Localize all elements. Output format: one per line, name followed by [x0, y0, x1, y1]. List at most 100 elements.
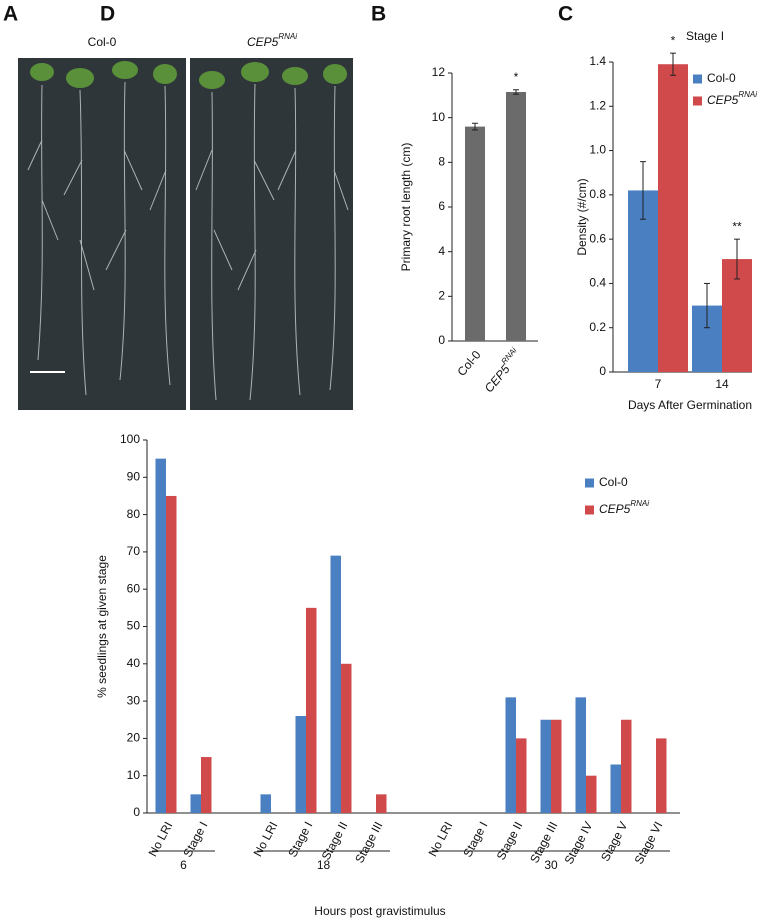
y-axis-label: % seedlings at given stage — [95, 555, 109, 698]
bar — [656, 738, 667, 813]
bar — [155, 458, 166, 813]
y-tick-label: 12 — [432, 65, 446, 79]
y-tick-label: 6 — [438, 199, 445, 213]
x-tick-label: Stage III — [352, 819, 385, 865]
y-tick-label: 80 — [127, 507, 141, 521]
y-tick-label: 0.2 — [589, 320, 606, 334]
group-label: 18 — [317, 858, 331, 872]
bar — [540, 719, 551, 813]
x-axis-label: Hours post gravistimulus — [314, 904, 445, 918]
bar — [586, 775, 597, 813]
y-tick-label: 0 — [133, 805, 140, 819]
legend-label-base: CEP5 — [707, 93, 739, 107]
significance: * — [671, 33, 676, 47]
bar — [166, 495, 177, 813]
x-tick-label: 7 — [655, 377, 662, 391]
x-tick-label: Stage VI — [631, 819, 665, 866]
bar — [506, 91, 526, 341]
y-tick-label: 2 — [438, 289, 445, 303]
bar — [505, 697, 516, 813]
x-tick-label: Col-0 — [455, 348, 484, 379]
x-tick-label: Stage II — [494, 819, 526, 862]
legend-swatch — [585, 505, 594, 515]
y-tick-label: 0.8 — [589, 187, 606, 201]
x-tick-label: Stage V — [598, 819, 630, 863]
error-bar — [670, 52, 676, 76]
y-tick-label: 0.4 — [589, 276, 606, 290]
x-tick-label: 14 — [715, 377, 729, 391]
error-bar — [640, 161, 646, 220]
group-label: 30 — [544, 858, 558, 872]
leaves — [30, 61, 347, 89]
bar — [658, 64, 688, 372]
x-tick-label: Stage II — [319, 819, 351, 862]
bar — [306, 607, 317, 813]
x-tick-label-superscript: RNAi — [500, 346, 519, 366]
y-tick-label: 0 — [438, 333, 445, 347]
legend-label: Col-0 — [599, 475, 628, 489]
chart-title: Stage I — [686, 29, 724, 43]
x-tick-label: Stage I — [180, 819, 210, 859]
bar — [628, 190, 658, 372]
y-tick-label: 40 — [127, 656, 141, 670]
legend-label: Col-0 — [707, 71, 736, 85]
significance: * — [514, 70, 519, 84]
photo-label-base: CEP5 — [247, 35, 279, 49]
panel-letter: C — [558, 3, 573, 26]
y-axis-label: Density (#/cm) — [575, 178, 589, 255]
y-tick-label: 10 — [127, 768, 141, 782]
y-tick-label: 60 — [127, 581, 141, 595]
panel-letter: A — [3, 3, 18, 26]
photo-label: Col-0 — [88, 35, 117, 49]
y-tick-label: 10 — [432, 110, 446, 124]
y-tick-label: 4 — [438, 244, 445, 258]
x-tick-label: Stage I — [285, 819, 315, 859]
legend-swatch — [585, 478, 594, 488]
y-tick-label: 1.0 — [589, 143, 606, 157]
significance: ** — [732, 219, 742, 233]
y-tick-label: 50 — [127, 619, 141, 633]
legend-label-base: Col-0 — [707, 71, 736, 85]
x-tick-label: No LRI — [251, 819, 281, 859]
photo-label-superscript: RNAi — [278, 32, 297, 41]
x-tick-label-base: Col-0 — [455, 348, 484, 379]
y-tick-label: 90 — [127, 469, 141, 483]
panel-letter: B — [371, 3, 386, 26]
legend-label-superscript: RNAi — [738, 90, 757, 99]
legend-swatch — [693, 74, 702, 84]
y-tick-label: 0.6 — [589, 231, 606, 245]
panel-letter: D — [100, 3, 115, 26]
bar — [376, 794, 387, 813]
x-tick-label: No LRI — [146, 819, 176, 859]
legend-swatch — [693, 96, 702, 106]
x-axis-label: Days After Germination — [628, 398, 752, 412]
bar — [190, 794, 201, 813]
bar — [621, 719, 632, 813]
photo-label: CEP5RNAi — [247, 32, 297, 49]
error-bar — [472, 122, 478, 131]
bar — [341, 663, 352, 813]
error-bar — [734, 238, 740, 280]
bar — [201, 757, 212, 813]
legend-label-base: CEP5 — [599, 502, 631, 516]
x-tick-label: No LRI — [426, 819, 456, 859]
photo-cep5 — [190, 58, 353, 410]
x-tick-label: Stage IV — [561, 819, 595, 866]
y-tick-label: 30 — [127, 693, 141, 707]
roots — [27, 81, 349, 401]
y-tick-label: 1.4 — [589, 54, 606, 68]
error-bar — [704, 282, 710, 329]
bar — [516, 738, 527, 813]
y-axis-label: Primary root length (cm) — [399, 143, 413, 272]
bar — [575, 697, 586, 813]
y-tick-label: 8 — [438, 155, 445, 169]
legend-label-base: Col-0 — [599, 475, 628, 489]
x-tick-label-base: CEP5 — [482, 362, 513, 395]
error-bar — [513, 89, 519, 95]
legend-label: CEP5RNAi — [599, 499, 649, 516]
y-tick-label: 20 — [127, 731, 141, 745]
bar — [610, 764, 621, 813]
bar — [260, 794, 271, 813]
y-tick-label: 0 — [599, 364, 606, 378]
bar — [551, 719, 562, 813]
